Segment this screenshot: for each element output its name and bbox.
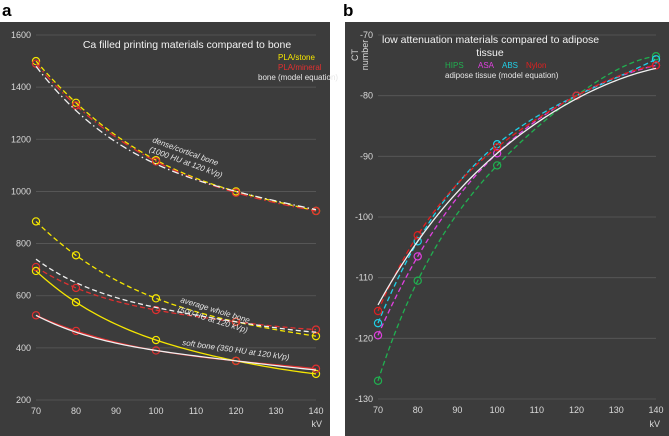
y-tick-label: 400 [16, 343, 31, 353]
chart-b-background [345, 22, 669, 436]
chart-a-legend-bone: bone (model equation) [258, 73, 338, 82]
data-point-marker [71, 101, 81, 110]
data-point-marker [373, 318, 383, 328]
series-line-pla-mineral-dense [35, 63, 317, 212]
x-tick-label: 110 [189, 406, 203, 416]
data-point-marker [373, 306, 383, 316]
panel-letter-a: a [2, 1, 12, 20]
data-point-marker [151, 335, 161, 345]
x-tick-label: 130 [609, 405, 624, 415]
y-tick-label: 600 [16, 291, 31, 301]
y-axis-title-line: number [360, 40, 370, 71]
series-line-bone-dense [35, 65, 317, 211]
y-tick-label: -100 [355, 212, 373, 222]
y-tick-label: 1600 [11, 30, 31, 40]
data-point-marker [71, 298, 81, 307]
data-point-marker [492, 161, 502, 170]
y-tick-label: -120 [355, 333, 373, 343]
chart-a-background [0, 22, 330, 436]
data-point-marker [651, 52, 661, 61]
chart-b-xlabel: kV [649, 419, 660, 429]
y-tick-label: -80 [360, 91, 373, 101]
data-point-marker [151, 157, 161, 166]
data-point-marker [151, 305, 161, 315]
x-tick-label: 100 [490, 405, 505, 415]
series-line-hips [377, 55, 657, 382]
chart-b-legend-adipose: adipose tissue (model equation) [445, 71, 559, 80]
y-tick-label: -130 [355, 394, 373, 404]
y-tick-label: 1200 [11, 134, 31, 144]
data-point-marker [31, 262, 41, 272]
series-line-pla-stone-dense [35, 60, 317, 212]
x-tick-label: 90 [111, 406, 121, 416]
data-point-marker [311, 331, 321, 341]
x-tick-label: 120 [569, 405, 584, 415]
chart-b-title-line1: low attenuation materials compared to ad… [382, 34, 599, 46]
series-line-bone-soft [35, 314, 317, 371]
series-line-pla-stone-average [35, 220, 317, 337]
chart-b-legend-hips: HIPS [445, 61, 464, 70]
x-tick-label: 100 [148, 406, 163, 416]
x-tick-label: 70 [373, 405, 383, 415]
y-tick-label: 1000 [11, 186, 31, 196]
data-point-marker [413, 252, 422, 261]
series-line-nylon [377, 64, 657, 312]
data-point-marker [492, 149, 502, 158]
x-tick-label: 90 [452, 405, 462, 415]
data-point-marker [311, 206, 321, 216]
chart-a-xlabel: kV [311, 419, 322, 429]
series-line-abs [377, 58, 657, 324]
data-point-marker [373, 331, 383, 340]
data-point-marker [413, 276, 422, 285]
x-tick-label: 140 [648, 405, 663, 415]
data-point-marker [311, 325, 321, 334]
y-axis-title-line: CT [350, 49, 360, 61]
data-point-marker [413, 237, 422, 246]
data-point-marker [231, 188, 241, 197]
data-point-marker [492, 143, 502, 152]
panel-letter-b: b [343, 1, 353, 20]
series-line-pla-stone-soft [35, 270, 317, 375]
y-tick-label: 200 [16, 395, 31, 405]
data-point-marker [31, 217, 41, 226]
data-point-marker [651, 55, 661, 64]
data-point-marker [151, 294, 161, 303]
data-point-marker [31, 311, 41, 320]
x-tick-label: 130 [268, 406, 283, 416]
chart-a-title: Ca filled printing materials compared to… [83, 39, 292, 51]
x-tick-label: 80 [71, 406, 81, 416]
chart-b-legend-abs: ABS [502, 61, 518, 70]
x-tick-label: 110 [530, 405, 544, 415]
x-tick-label: 120 [228, 406, 243, 416]
chart-a: 200 400 600 800 1000 1200 1400 1600 70 80 90 100 11… [0, 22, 338, 436]
x-tick-label: 70 [31, 406, 41, 416]
data-point-marker [71, 98, 81, 107]
y-tick-label: 800 [16, 239, 31, 249]
data-point-marker [373, 376, 383, 385]
x-tick-label: 80 [413, 405, 423, 415]
data-point-marker [311, 369, 321, 379]
y-tick-label: 1400 [11, 82, 31, 92]
data-point-marker [71, 251, 81, 260]
y-tick-label: -90 [360, 151, 373, 161]
x-tick-label: 140 [308, 406, 323, 416]
y-tick-label: -110 [356, 273, 373, 283]
data-point-marker [71, 283, 81, 293]
chart-a-legend-pla-stone: PLA/stone [278, 53, 315, 62]
chart-b-legend-asa: ASA [478, 61, 495, 70]
chart-b-legend-nylon: Nylon [526, 61, 546, 70]
chart-a-legend-pla-mineral: PLA/mineral [278, 63, 322, 72]
chart-b-title-line2: tissue [476, 47, 504, 59]
y-axis-title: CT number [350, 40, 370, 71]
series-line-pla-mineral-average [35, 266, 317, 331]
series-line-adipose-tissue-model-equation- [377, 67, 657, 306]
y-tick-label: -70 [360, 30, 373, 40]
data-point-marker [311, 364, 321, 373]
data-point-marker [31, 266, 41, 276]
